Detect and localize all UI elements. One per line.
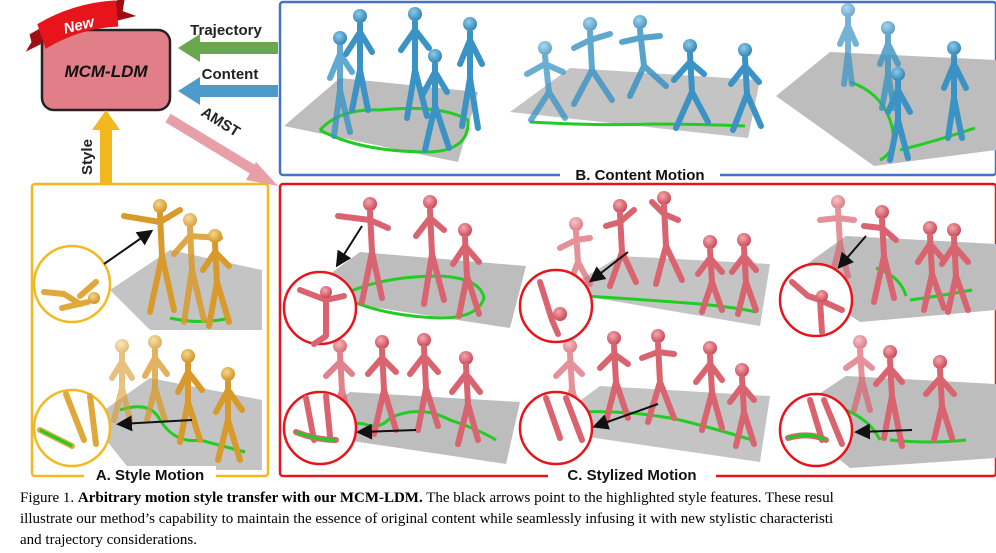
panel-style-motion: A. Style Motion [30, 182, 270, 484]
panel-style-motion-title: A. Style Motion [96, 467, 204, 484]
trajectory-label: Trajectory [190, 22, 262, 39]
trajectory-arrow: Trajectory [178, 22, 278, 62]
panel-content-motion: B. Content Motion [278, 0, 996, 184]
caption-label: Figure 1. [20, 490, 75, 506]
panel-stylized-motion-title: C. Stylized Motion [567, 467, 696, 484]
figure-diagram: MCM-LDM New Trajectory Content AMST Styl… [25, 0, 996, 484]
panel-content-motion-title: B. Content Motion [575, 167, 704, 184]
new-badge: New [25, 0, 137, 52]
caption-line-3: and trajectory considerations. [20, 532, 198, 548]
caption-line-1-rest: The black arrows point to the highlighte… [426, 490, 834, 506]
figure-caption: Figure 1. Arbitrary motion style transfe… [20, 488, 996, 551]
caption-bold-title: Arbitrary motion style transfer with our… [77, 490, 423, 506]
content-arrow: Content [178, 66, 278, 105]
caption-line-1: Figure 1. Arbitrary motion style transfe… [20, 488, 996, 509]
model-name: MCM-LDM [64, 62, 148, 81]
caption-line-2: illustrate our method’s capability to ma… [20, 511, 834, 527]
content-label: Content [202, 66, 259, 83]
style-arrow: Style [79, 110, 120, 184]
panel-stylized-motion: C. Stylized Motion [278, 182, 996, 484]
style-label: Style [79, 139, 96, 175]
model-box: MCM-LDM [40, 28, 172, 112]
amst-arrow: AMST [165, 104, 278, 186]
